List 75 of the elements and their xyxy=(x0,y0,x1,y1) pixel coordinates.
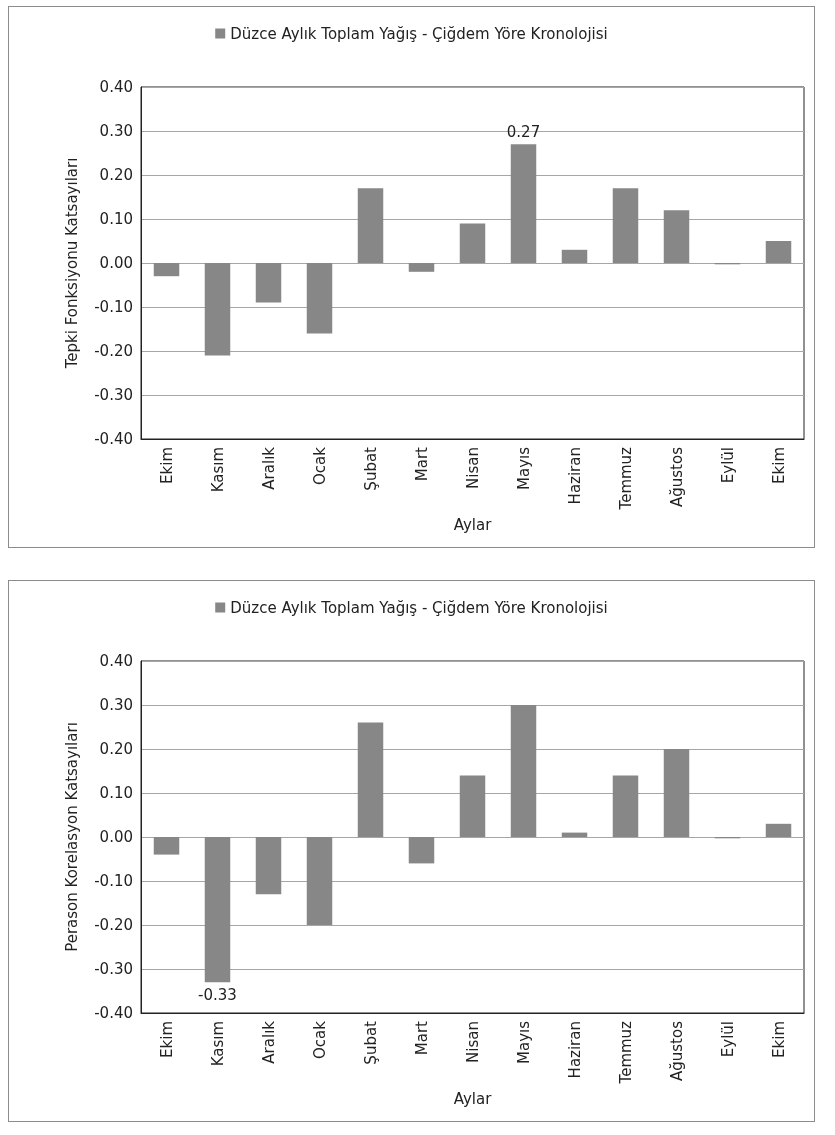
y-tick-label: 0.20 xyxy=(99,740,133,758)
y-tick-label: -0.40 xyxy=(94,1004,133,1022)
legend-label: Düzce Aylık Toplam Yağış - Çiğdem Yöre Kronolojisi xyxy=(230,598,608,617)
x-tick-label: Şubat xyxy=(361,1020,380,1065)
bar xyxy=(204,837,231,983)
bar xyxy=(663,210,690,263)
x-tick-label: Ocak xyxy=(310,446,329,485)
legend-label: Düzce Aylık Toplam Yağış - Çiğdem Yöre Kronolojisi xyxy=(230,24,608,43)
x-tick-label: Haziran xyxy=(565,1021,584,1079)
x-tick-label: Mayıs xyxy=(514,446,533,490)
bar xyxy=(255,263,282,303)
bar xyxy=(510,144,537,263)
y-tick-label: 0.20 xyxy=(99,166,133,184)
y-tick-label: 0.00 xyxy=(99,828,133,846)
bar xyxy=(153,837,180,855)
y-tick-label: 0.40 xyxy=(99,652,133,670)
x-tick-label: Ekim xyxy=(769,447,788,484)
bar xyxy=(561,249,588,263)
x-tick-label: Temmuz xyxy=(616,446,635,511)
bar xyxy=(357,188,384,263)
bar xyxy=(765,823,792,837)
y-tick-label: 0.10 xyxy=(99,210,133,228)
bar xyxy=(663,749,690,837)
y-tick-label: -0.40 xyxy=(94,430,133,448)
x-tick-label: Kasım xyxy=(208,447,227,493)
bar xyxy=(306,837,333,925)
y-tick-label: 0.00 xyxy=(99,254,133,272)
x-tick-label: Nisan xyxy=(463,1021,482,1063)
y-tick-label: -0.20 xyxy=(94,916,133,934)
bar xyxy=(612,775,639,837)
x-tick-label: Mart xyxy=(412,446,431,482)
y-tick-label: 0.30 xyxy=(99,696,133,714)
x-tick-label: Mayıs xyxy=(514,1020,533,1064)
x-tick-label: Eylül xyxy=(718,1021,737,1058)
bar xyxy=(357,722,384,837)
data-label: -0.33 xyxy=(198,985,237,1004)
bar xyxy=(408,263,435,272)
bar xyxy=(306,263,333,334)
y-tick-label: -0.30 xyxy=(94,386,133,404)
bar xyxy=(612,188,639,263)
x-tick-label: Haziran xyxy=(565,447,584,505)
y-axis-title: Perason Korelasyon Katsayıları xyxy=(62,722,81,952)
y-tick-label: 0.30 xyxy=(99,122,133,140)
bar xyxy=(408,837,435,864)
x-axis-title: Aylar xyxy=(453,1089,493,1108)
x-tick-label: Kasım xyxy=(208,1021,227,1067)
y-tick-label: -0.10 xyxy=(94,298,133,316)
y-axis-title: Tepki Fonksiyonu Katsayıları xyxy=(62,157,81,370)
bar xyxy=(153,263,180,277)
x-axis-title: Aylar xyxy=(453,515,493,534)
x-tick-label: Ekim xyxy=(769,1021,788,1058)
bar xyxy=(459,223,486,263)
y-tick-label: -0.20 xyxy=(94,342,133,360)
y-tick-label: -0.10 xyxy=(94,872,133,890)
x-tick-label: Nisan xyxy=(463,447,482,489)
x-tick-label: Ocak xyxy=(310,1020,329,1059)
x-tick-label: Ekim xyxy=(157,447,176,484)
y-tick-label: -0.30 xyxy=(94,960,133,978)
x-tick-label: Ağustos xyxy=(667,1020,686,1081)
x-tick-label: Ağustos xyxy=(667,446,686,507)
bar xyxy=(204,263,231,356)
x-tick-label: Mart xyxy=(412,1020,431,1056)
data-label: 0.27 xyxy=(506,122,541,141)
x-tick-label: Aralık xyxy=(259,446,278,490)
x-tick-label: Temmuz xyxy=(616,1020,635,1085)
x-tick-label: Şubat xyxy=(361,446,380,491)
bar xyxy=(459,775,486,837)
bar xyxy=(255,837,282,895)
y-tick-label: 0.40 xyxy=(99,78,133,96)
x-tick-label: Eylül xyxy=(718,447,737,484)
x-tick-label: Ekim xyxy=(157,1021,176,1058)
y-tick-label: 0.10 xyxy=(99,784,133,802)
x-tick-label: Aralık xyxy=(259,1020,278,1064)
bar xyxy=(765,241,792,263)
bar xyxy=(510,705,537,837)
